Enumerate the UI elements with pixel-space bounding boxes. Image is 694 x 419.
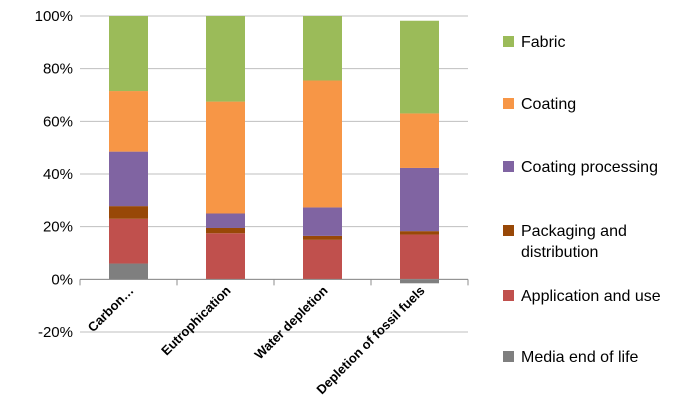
legend-swatch — [503, 225, 514, 236]
x-category-label: Depletion of fossil fuels — [313, 283, 427, 397]
x-category-label: Eutrophication — [158, 283, 234, 359]
bar-segment-packaging-and-distribution — [206, 227, 245, 234]
bar-segment-media-end-of-life — [109, 263, 148, 280]
bar-segment-coating — [303, 80, 342, 208]
x-category-label: Water depletion — [251, 283, 330, 362]
bar-segment-coating-processing — [109, 151, 148, 207]
legend-label: Application and use — [521, 288, 661, 305]
x-axis-tick-marks — [79, 279, 469, 286]
x-category-label: Carbon… — [85, 283, 137, 335]
legend-label: Media end of life — [521, 349, 639, 366]
bar-segment-coating — [400, 113, 439, 168]
bar-segment-application-and-use — [303, 239, 342, 280]
y-tick-label: 100% — [35, 8, 73, 25]
y-tick-label: -20% — [38, 324, 73, 341]
legend-label: Coating — [521, 96, 576, 113]
bar-segment-fabric — [206, 16, 245, 102]
legend-label: Fabric — [521, 34, 565, 51]
y-axis-tick-labels: -20% 0% 20% 40% 60% 80% 100% — [35, 8, 73, 341]
bar-segment-coating-processing — [400, 167, 439, 232]
legend-swatch — [503, 98, 514, 109]
legend: Fabric Coating Coating processing Packaging… — [503, 34, 661, 366]
legend-label: Packaging and distribution — [521, 223, 627, 261]
bar-segment-coating — [109, 91, 148, 152]
legend-swatch — [503, 161, 514, 172]
legend-label: Coating processing — [521, 159, 658, 176]
bar-segment-packaging-and-distribution — [109, 206, 148, 219]
y-tick-label: 60% — [43, 113, 73, 130]
bar-segment-fabric — [400, 20, 439, 114]
bar-segment-application-and-use — [206, 233, 245, 280]
bar-segment-coating-processing — [303, 207, 342, 236]
y-tick-label: 80% — [43, 61, 73, 78]
category-labels: Carbon… Eutrophication Water depletionDepl… — [85, 283, 428, 397]
legend-swatch — [503, 290, 514, 301]
y-tick-label: 40% — [43, 166, 73, 183]
bar-segment-media-end-of-life — [400, 279, 439, 284]
bar-segment-application-and-use — [109, 218, 148, 264]
legend-swatch — [503, 351, 514, 362]
bars — [109, 16, 439, 284]
legend-swatch — [503, 36, 514, 47]
bar-segment-coating — [206, 101, 245, 214]
bar-segment-fabric — [303, 16, 342, 81]
bar-segment-packaging-and-distribution — [303, 235, 342, 240]
y-tick-label: 20% — [43, 219, 73, 236]
bar-segment-coating-processing — [206, 213, 245, 228]
y-tick-label: 0% — [51, 271, 73, 288]
bar-segment-application-and-use — [400, 234, 439, 280]
bar-segment-packaging-and-distribution — [400, 231, 439, 235]
bar-segment-fabric — [109, 16, 148, 92]
